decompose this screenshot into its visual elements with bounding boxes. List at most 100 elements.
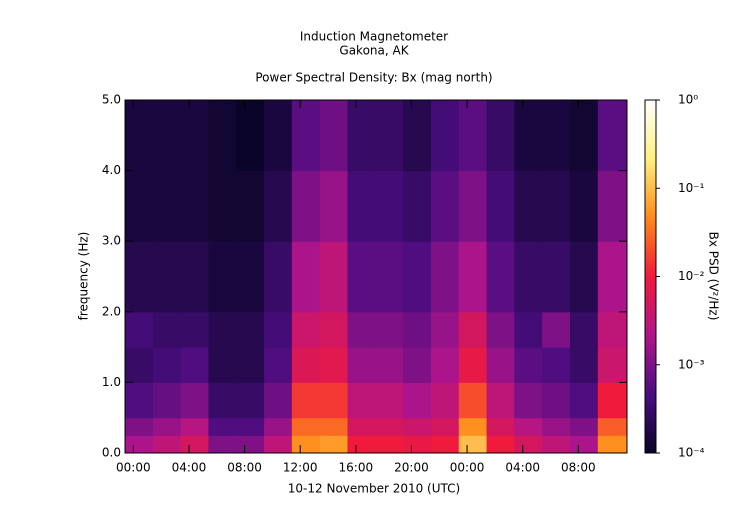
heat-cell bbox=[486, 170, 515, 242]
y-tick-label: 2.0 bbox=[102, 304, 121, 318]
heat-cell bbox=[264, 100, 293, 172]
heat-cell bbox=[542, 347, 571, 383]
heat-cell bbox=[180, 100, 209, 172]
heat-cell bbox=[319, 311, 348, 348]
heat-cell bbox=[514, 241, 543, 313]
heat-cell bbox=[569, 347, 599, 383]
heat-cell bbox=[597, 435, 628, 454]
heat-cell bbox=[569, 382, 599, 419]
heat-cell bbox=[208, 417, 237, 436]
heat-cell bbox=[569, 435, 599, 454]
heat-cell bbox=[458, 241, 488, 313]
heat-cell bbox=[264, 382, 293, 419]
heat-cell bbox=[430, 170, 460, 242]
heat-cell bbox=[430, 347, 460, 383]
heat-cell bbox=[375, 435, 404, 454]
heat-cell bbox=[347, 241, 376, 313]
heat-cell bbox=[264, 241, 293, 313]
heat-cell bbox=[514, 417, 543, 436]
heat-cell bbox=[208, 311, 237, 348]
x-tick-label: 12:00 bbox=[283, 461, 318, 475]
x-tick-label: 08:00 bbox=[227, 461, 262, 475]
y-tick-label: 0.0 bbox=[102, 446, 121, 460]
heat-cell bbox=[569, 100, 599, 172]
heat-cell bbox=[291, 435, 321, 454]
heat-cell bbox=[486, 347, 515, 383]
heat-cell bbox=[569, 170, 599, 242]
heat-cell bbox=[347, 435, 376, 454]
chart-location: Gakona, AK bbox=[339, 44, 409, 58]
heat-cell bbox=[319, 170, 348, 242]
heat-cell bbox=[430, 311, 460, 348]
heat-cell bbox=[208, 170, 237, 242]
heat-cell bbox=[180, 435, 209, 454]
heat-cell bbox=[264, 435, 293, 454]
heat-cell bbox=[125, 311, 154, 348]
y-tick-label: 1.0 bbox=[102, 375, 121, 389]
heat-cell bbox=[486, 100, 515, 172]
heat-cell bbox=[514, 170, 543, 242]
heat-cell bbox=[514, 347, 543, 383]
heat-cell bbox=[319, 435, 348, 454]
heat-cell bbox=[375, 100, 404, 172]
heat-cell bbox=[319, 347, 348, 383]
heat-cell bbox=[125, 241, 154, 313]
heat-cell bbox=[597, 241, 628, 313]
heat-cell bbox=[291, 170, 321, 242]
heat-cell bbox=[347, 347, 376, 383]
x-tick-label: 04:00 bbox=[505, 461, 540, 475]
heat-cell bbox=[180, 347, 209, 383]
heat-cell bbox=[180, 170, 209, 242]
heat-cell bbox=[125, 100, 154, 172]
heat-cell bbox=[486, 417, 515, 436]
heat-cell bbox=[542, 100, 571, 172]
colorbar-tick-label: 10⁻⁴ bbox=[678, 446, 705, 460]
heat-cell bbox=[208, 241, 237, 313]
heat-cell bbox=[542, 435, 571, 454]
colorbar bbox=[644, 99, 657, 454]
y-tick-label: 5.0 bbox=[102, 93, 121, 107]
heat-cell bbox=[514, 100, 543, 172]
heat-cell bbox=[403, 382, 432, 419]
heat-cell bbox=[180, 382, 209, 419]
heat-cell bbox=[236, 417, 265, 436]
heat-cell bbox=[514, 435, 543, 454]
heat-cell bbox=[236, 347, 265, 383]
heat-cell bbox=[291, 100, 321, 172]
heat-cell bbox=[180, 417, 209, 436]
heat-cell bbox=[430, 100, 460, 172]
heat-cell bbox=[236, 100, 265, 172]
heat-cell bbox=[264, 417, 293, 436]
heat-cell bbox=[319, 382, 348, 419]
heat-cell bbox=[291, 347, 321, 383]
heat-cell bbox=[569, 311, 599, 348]
heat-cell bbox=[542, 417, 571, 436]
heat-cell bbox=[125, 347, 154, 383]
heat-cell bbox=[264, 170, 293, 242]
x-tick-label: 04:00 bbox=[172, 461, 207, 475]
colorbar-tick-label: 10⁰ bbox=[678, 93, 698, 107]
heat-cell bbox=[542, 170, 571, 242]
heat-cell bbox=[542, 311, 571, 348]
heat-cell bbox=[430, 382, 460, 419]
heat-cell bbox=[152, 417, 182, 436]
heat-cell bbox=[375, 347, 404, 383]
y-tick-label: 4.0 bbox=[102, 163, 121, 177]
heat-cell bbox=[514, 382, 543, 419]
heat-cell bbox=[236, 241, 265, 313]
heat-cell bbox=[514, 311, 543, 348]
chart-subtitle: Power Spectral Density: Bx (mag north) bbox=[255, 71, 492, 85]
heat-cell bbox=[542, 241, 571, 313]
heat-cell bbox=[597, 347, 628, 383]
heat-cell bbox=[125, 435, 154, 454]
heat-cell bbox=[264, 347, 293, 383]
heat-cell bbox=[375, 311, 404, 348]
heat-cell bbox=[208, 100, 237, 172]
heat-cell bbox=[486, 382, 515, 419]
heat-cell bbox=[291, 241, 321, 313]
heat-cell bbox=[430, 241, 460, 313]
heat-cell bbox=[125, 417, 154, 436]
y-tick-label: 3.0 bbox=[102, 234, 121, 248]
heat-cell bbox=[458, 382, 488, 419]
x-axis-label: 10-12 November 2010 (UTC) bbox=[288, 482, 460, 496]
